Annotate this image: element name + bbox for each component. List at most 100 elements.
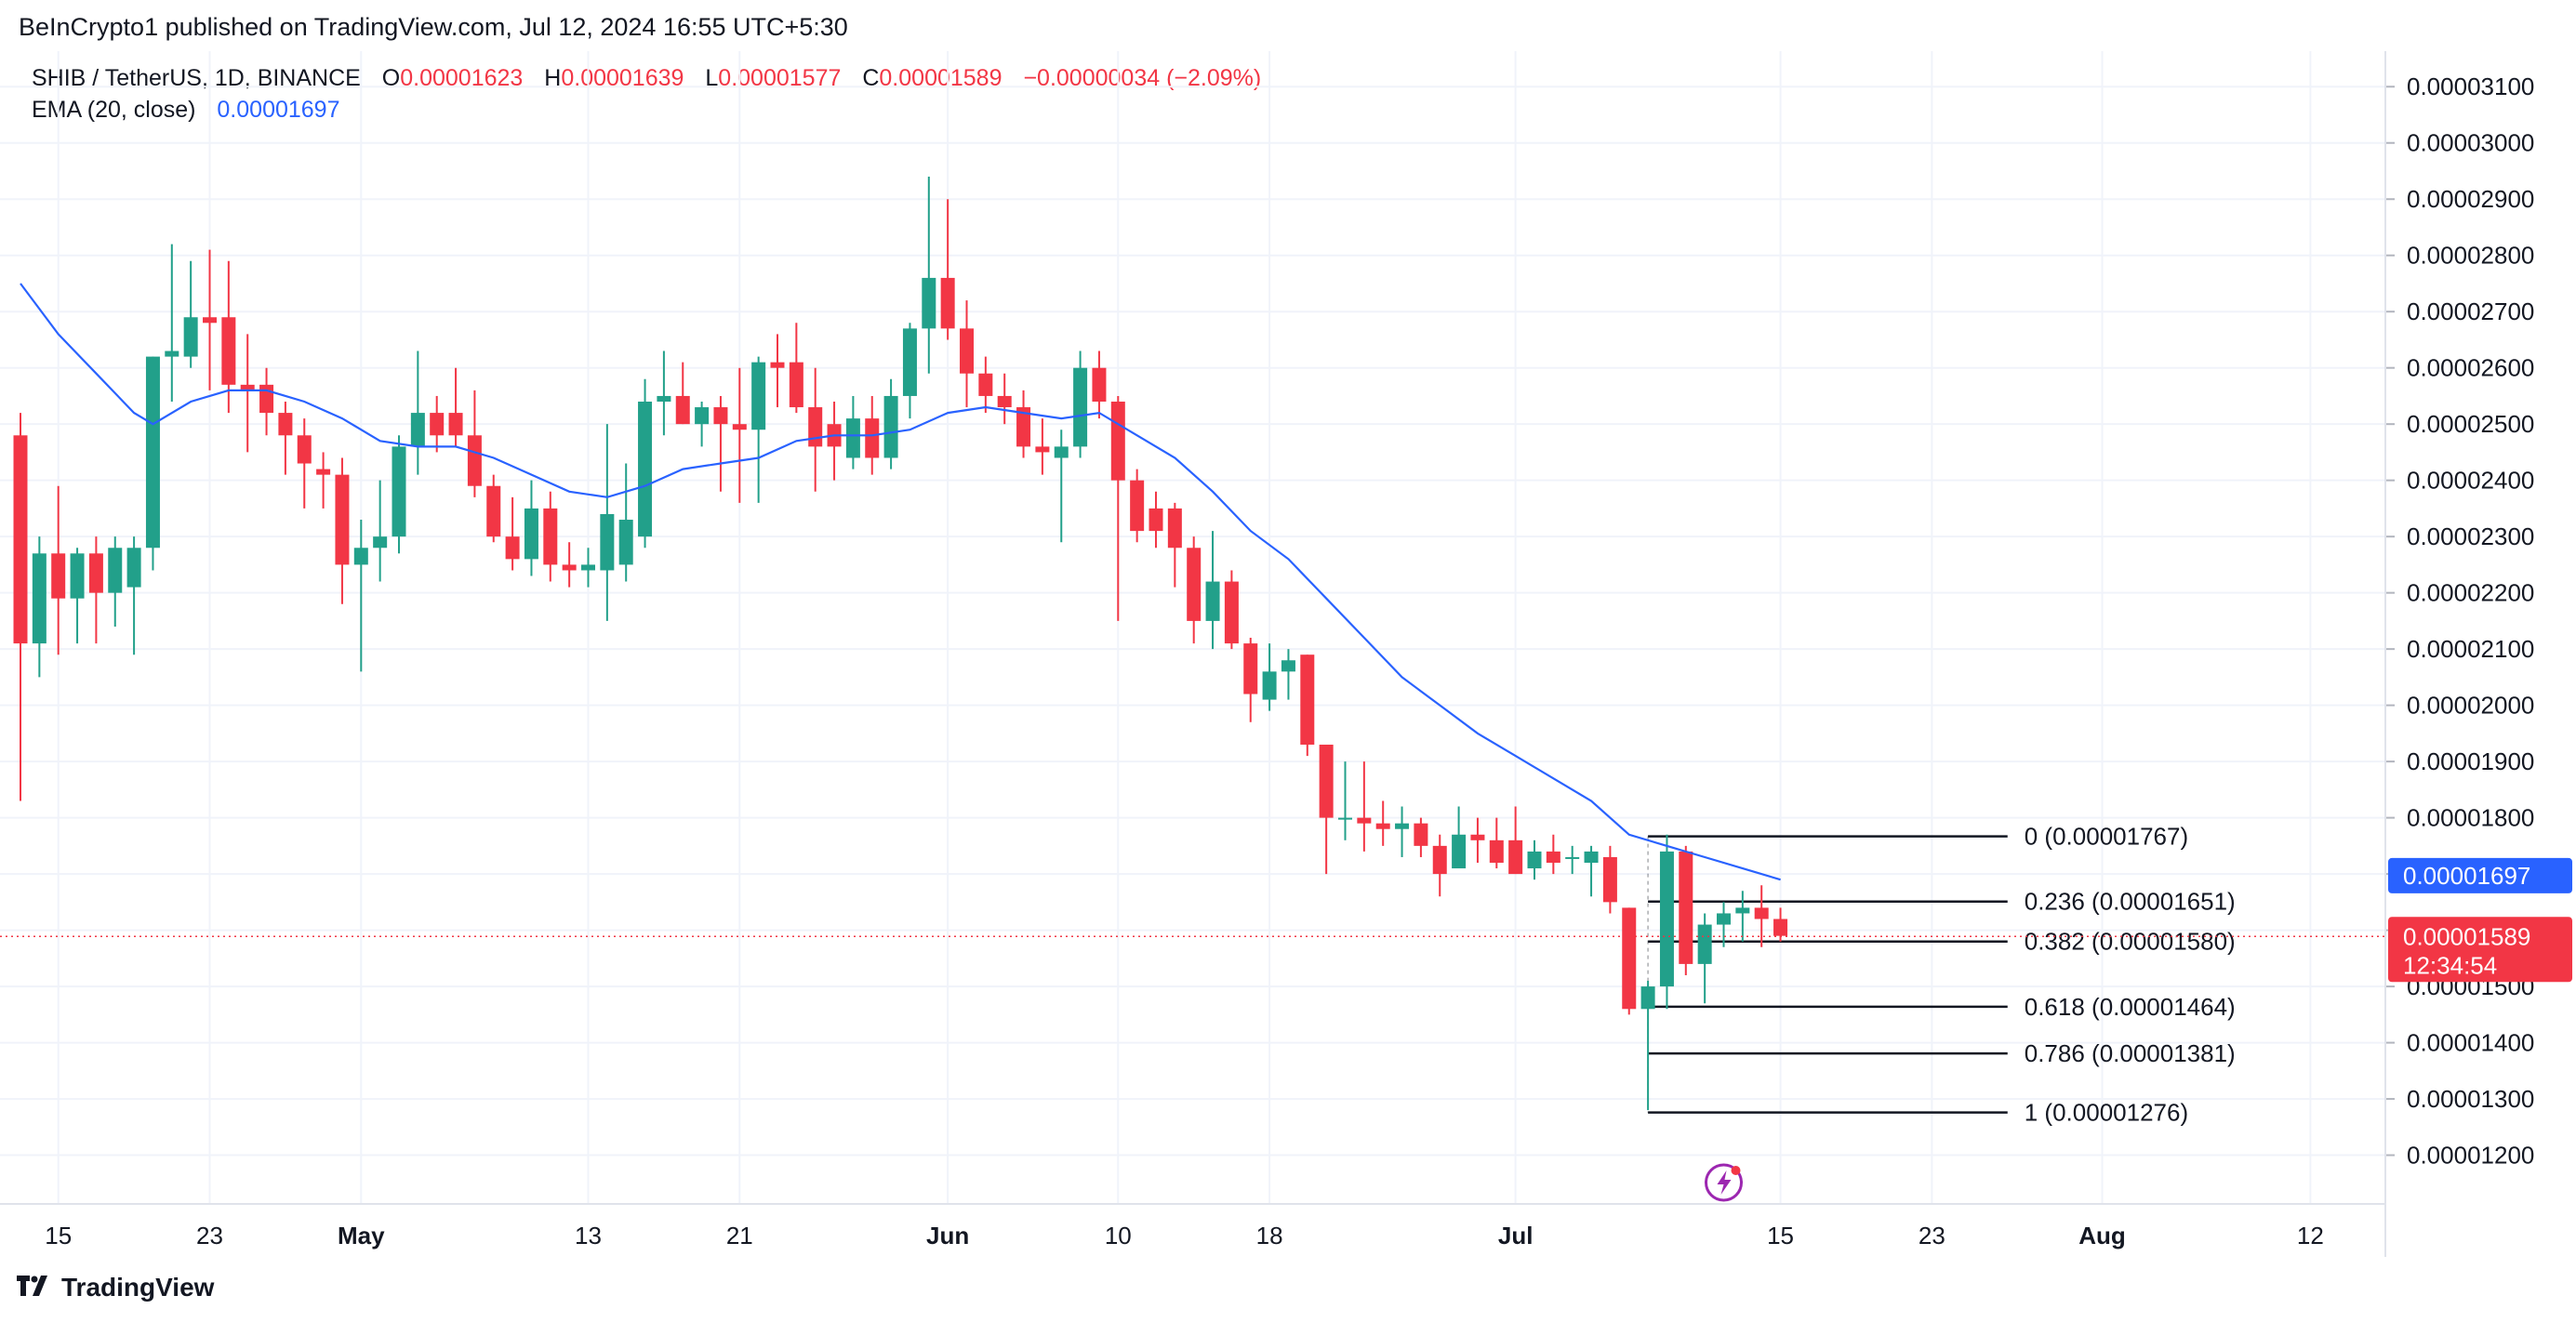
y-tick-label: 0.00002000 (2407, 692, 2534, 720)
x-tick-label: 10 (1105, 1222, 1132, 1249)
candle-body (1432, 845, 1447, 875)
candle-body (316, 469, 331, 475)
event-bolt (1717, 1170, 1732, 1195)
candle-down (960, 300, 974, 408)
candle-up (1640, 981, 1655, 1111)
candle-down (543, 491, 558, 582)
candle-down (1243, 638, 1258, 722)
candle-body (353, 548, 368, 565)
candle-body (751, 362, 766, 430)
candle-body (32, 553, 46, 644)
candle-body (165, 350, 179, 357)
candle-down (940, 199, 955, 340)
y-tick-label: 0.00001200 (2407, 1142, 2534, 1170)
candle-body (1697, 924, 1712, 964)
candle-body (278, 413, 293, 436)
candle-up (392, 435, 406, 554)
candle-body (960, 328, 974, 374)
candle-body (335, 474, 350, 565)
fib-level-label: 0.382 (0.00001580) (2025, 928, 2236, 956)
candle-body (657, 395, 671, 402)
candle-body (126, 548, 141, 588)
candle-up (922, 177, 936, 374)
candle-body (203, 317, 217, 324)
candle-up (373, 480, 388, 582)
candle-down (203, 249, 217, 390)
candle-body (1773, 919, 1788, 936)
candle-down (1035, 418, 1050, 475)
candle-down (997, 373, 1012, 425)
y-tick-label: 0.00003000 (2407, 129, 2534, 157)
candle-body (1149, 508, 1163, 532)
candle-up (1717, 902, 1731, 947)
candle-body (13, 435, 28, 644)
fib-level-label: 1 (0.00001276) (2025, 1099, 2188, 1127)
x-tick-label: Jul (1498, 1222, 1534, 1249)
candle-up (638, 378, 653, 549)
candle-body (770, 362, 785, 368)
candle-down (278, 401, 293, 475)
candle-body (1640, 986, 1655, 1010)
candle-body (1073, 367, 1088, 447)
candle-body (1092, 367, 1107, 402)
candle-body (1300, 654, 1315, 745)
candle-body (883, 395, 898, 458)
candle-up (845, 395, 860, 469)
candle-body (486, 485, 501, 537)
candle-up (1659, 834, 1674, 1010)
candle-body (448, 413, 463, 436)
candle-body (392, 446, 406, 537)
candle-body (410, 413, 425, 447)
candle-body (1754, 907, 1769, 919)
candle-up (1054, 430, 1069, 543)
candle-body (108, 548, 123, 593)
countdown-label: 12:34:54 (2403, 951, 2497, 979)
candle-down (13, 413, 28, 801)
fib-level-label: 0.786 (0.00001381) (2025, 1039, 2236, 1067)
candle-body (1130, 480, 1145, 532)
candle-up (902, 323, 917, 419)
candle-up (1281, 649, 1295, 700)
candle-down (486, 474, 501, 543)
candle-up (618, 463, 633, 582)
ema-line (20, 283, 1781, 881)
tradingview-brand[interactable]: TradingView (17, 1273, 214, 1302)
candle-up (1735, 891, 1750, 942)
candle-up (126, 536, 141, 655)
candle-down (713, 395, 728, 492)
candle-body (1281, 660, 1295, 672)
candle-body (1357, 817, 1372, 824)
y-tick-label: 0.00002600 (2407, 354, 2534, 382)
candle-body (145, 356, 160, 549)
candle-body (1414, 823, 1428, 846)
candle-down (51, 485, 66, 655)
candle-up (353, 520, 368, 672)
y-tick-label: 0.00001800 (2407, 804, 2534, 832)
candle-body (505, 536, 520, 560)
candle-up (183, 260, 198, 368)
candle-body (1224, 581, 1239, 644)
candle-up (524, 480, 538, 576)
candle-down (789, 323, 803, 414)
candle-up (1527, 839, 1542, 880)
candle-up (32, 536, 46, 678)
candle-down (88, 536, 103, 644)
candle-body (1527, 851, 1542, 869)
publisher-line: BeInCrypto1 published on TradingView.com… (19, 13, 848, 41)
candle-down (1130, 469, 1145, 543)
candle-body (51, 553, 66, 599)
candle-down (1622, 907, 1637, 1015)
candle-down (1508, 806, 1523, 875)
low-label: L (705, 65, 719, 91)
candle-up (581, 548, 595, 588)
candle-down (259, 367, 274, 436)
y-tick-label: 0.00002100 (2407, 635, 2534, 663)
candle-down (1300, 654, 1315, 757)
price-axis: 0.000012000.000013000.000014000.00001500… (2384, 51, 2534, 1257)
candle-down (1357, 761, 1372, 852)
candle-up (1338, 761, 1352, 840)
candle-down (770, 334, 785, 408)
last-price-tag-label: 0.00001589 (2403, 922, 2530, 950)
